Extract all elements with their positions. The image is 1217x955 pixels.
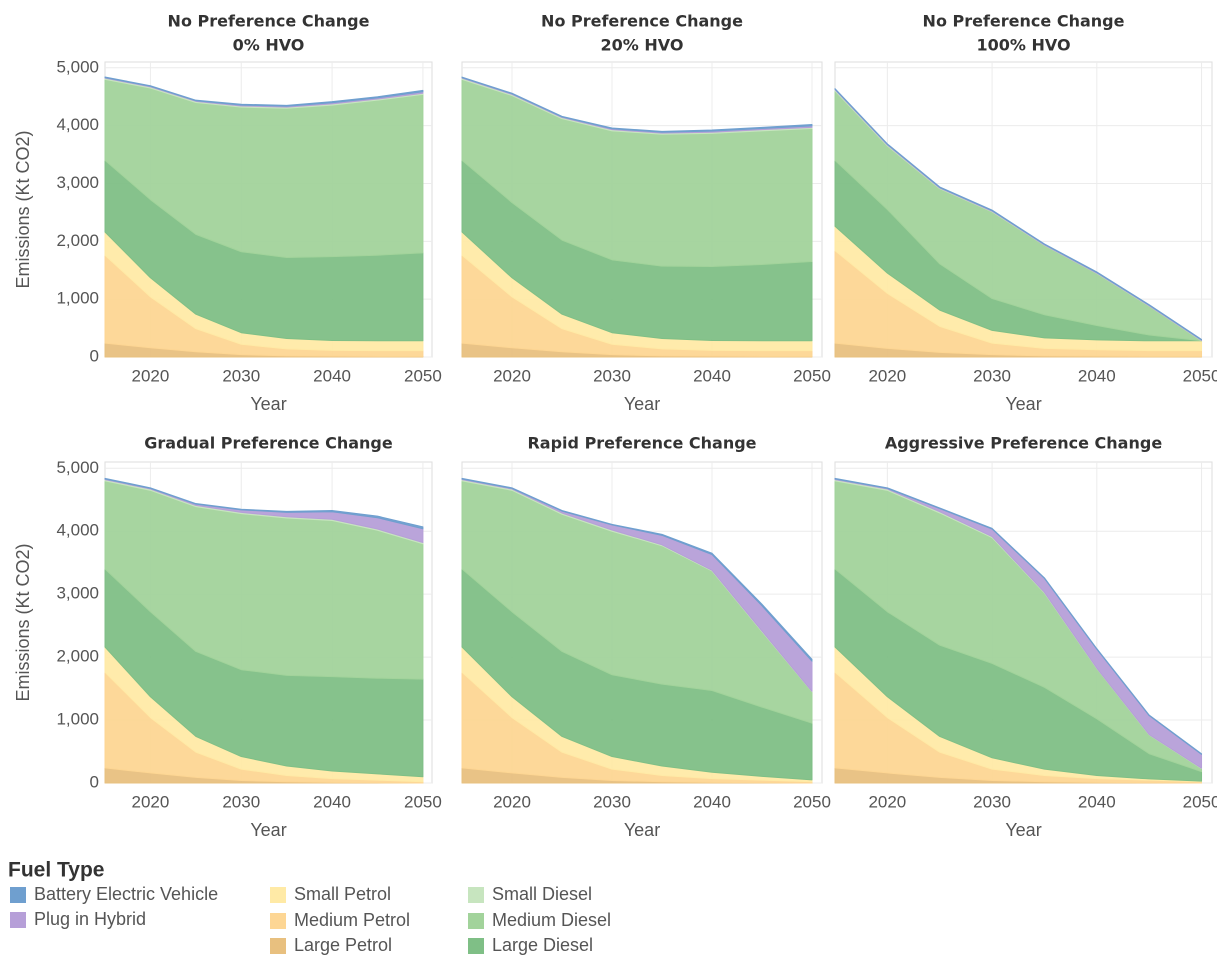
- x-tick-label: 2030: [973, 792, 1011, 811]
- legend-swatch: [468, 887, 484, 903]
- y-tick-label: 5,000: [56, 458, 99, 477]
- legend-swatch: [468, 938, 484, 954]
- legend-swatch: [270, 938, 286, 954]
- x-tick-label: 2040: [1078, 792, 1116, 811]
- legend-label: Small Diesel: [492, 884, 592, 904]
- x-axis-label: Year: [624, 394, 660, 414]
- y-tick-label: 0: [90, 346, 99, 365]
- chart-title: Aggressive Preference Change: [885, 434, 1163, 453]
- x-tick-label: 2030: [593, 366, 631, 385]
- legend-title: Fuel Type: [8, 859, 104, 882]
- area: [834, 477, 1203, 755]
- chart-title: Gradual Preference Change: [144, 434, 393, 453]
- y-tick-label: 1,000: [56, 710, 99, 729]
- legend-swatch: [10, 912, 26, 928]
- y-tick-label: 3,000: [56, 584, 99, 603]
- chart-title: No Preference Change: [168, 12, 370, 31]
- x-tick-label: 2040: [313, 792, 351, 811]
- x-tick-label: 2040: [693, 366, 731, 385]
- area: [461, 76, 813, 133]
- x-tick-label: 2030: [222, 366, 260, 385]
- x-tick-label: 2020: [868, 366, 906, 385]
- legend-label: Battery Electric Vehicle: [34, 884, 218, 904]
- x-tick-label: 2030: [973, 366, 1011, 385]
- x-axis-label: Year: [250, 394, 286, 414]
- legend-label: Large Diesel: [492, 935, 593, 955]
- legend-swatch: [468, 913, 484, 929]
- x-tick-label: 2020: [493, 792, 531, 811]
- y-tick-label: 3,000: [56, 173, 99, 192]
- x-tick-label: 2050: [404, 366, 442, 385]
- area: [104, 477, 424, 530]
- y-tick-label: 4,000: [56, 521, 99, 540]
- x-tick-label: 2050: [404, 792, 442, 811]
- area: [834, 88, 1203, 341]
- x-tick-label: 2050: [793, 366, 831, 385]
- chart-subtitle: 20% HVO: [601, 36, 684, 55]
- legend-label: Plug in Hybrid: [34, 909, 146, 929]
- y-axis-label: Emissions (Kt CO2): [13, 543, 33, 701]
- y-tick-label: 2,000: [56, 231, 99, 250]
- x-tick-label: 2050: [793, 792, 831, 811]
- y-tick-label: 0: [90, 772, 99, 791]
- y-tick-label: 5,000: [56, 57, 99, 76]
- x-tick-label: 2050: [1183, 366, 1217, 385]
- x-tick-label: 2040: [1078, 366, 1116, 385]
- x-tick-label: 2020: [132, 792, 170, 811]
- x-tick-label: 2050: [1183, 792, 1217, 811]
- legend-label: Large Petrol: [294, 935, 392, 955]
- area: [461, 477, 813, 662]
- x-tick-label: 2020: [132, 366, 170, 385]
- y-axis-label: Emissions (Kt CO2): [13, 130, 33, 288]
- legend-label: Small Petrol: [294, 884, 391, 904]
- legend-label: Medium Diesel: [492, 910, 611, 930]
- legend-swatch: [270, 887, 286, 903]
- y-tick-label: 2,000: [56, 647, 99, 666]
- chart-subtitle: 0% HVO: [233, 36, 305, 55]
- x-tick-label: 2030: [593, 792, 631, 811]
- y-tick-label: 4,000: [56, 115, 99, 134]
- legend-swatch: [10, 887, 26, 903]
- chart-title: Rapid Preference Change: [527, 434, 756, 453]
- x-axis-label: Year: [1005, 394, 1041, 414]
- chart-subtitle: 100% HVO: [976, 36, 1070, 55]
- chart-title: No Preference Change: [541, 12, 743, 31]
- x-tick-label: 2020: [868, 792, 906, 811]
- x-axis-label: Year: [624, 820, 660, 840]
- x-tick-label: 2040: [693, 792, 731, 811]
- y-tick-label: 1,000: [56, 289, 99, 308]
- x-axis-label: Year: [250, 820, 286, 840]
- x-tick-label: 2020: [493, 366, 531, 385]
- chart-title: No Preference Change: [923, 12, 1125, 31]
- legend-swatch: [270, 913, 286, 929]
- x-tick-label: 2030: [222, 792, 260, 811]
- area: [104, 76, 424, 107]
- x-axis-label: Year: [1005, 820, 1041, 840]
- legend-label: Medium Petrol: [294, 910, 410, 930]
- x-tick-label: 2040: [313, 366, 351, 385]
